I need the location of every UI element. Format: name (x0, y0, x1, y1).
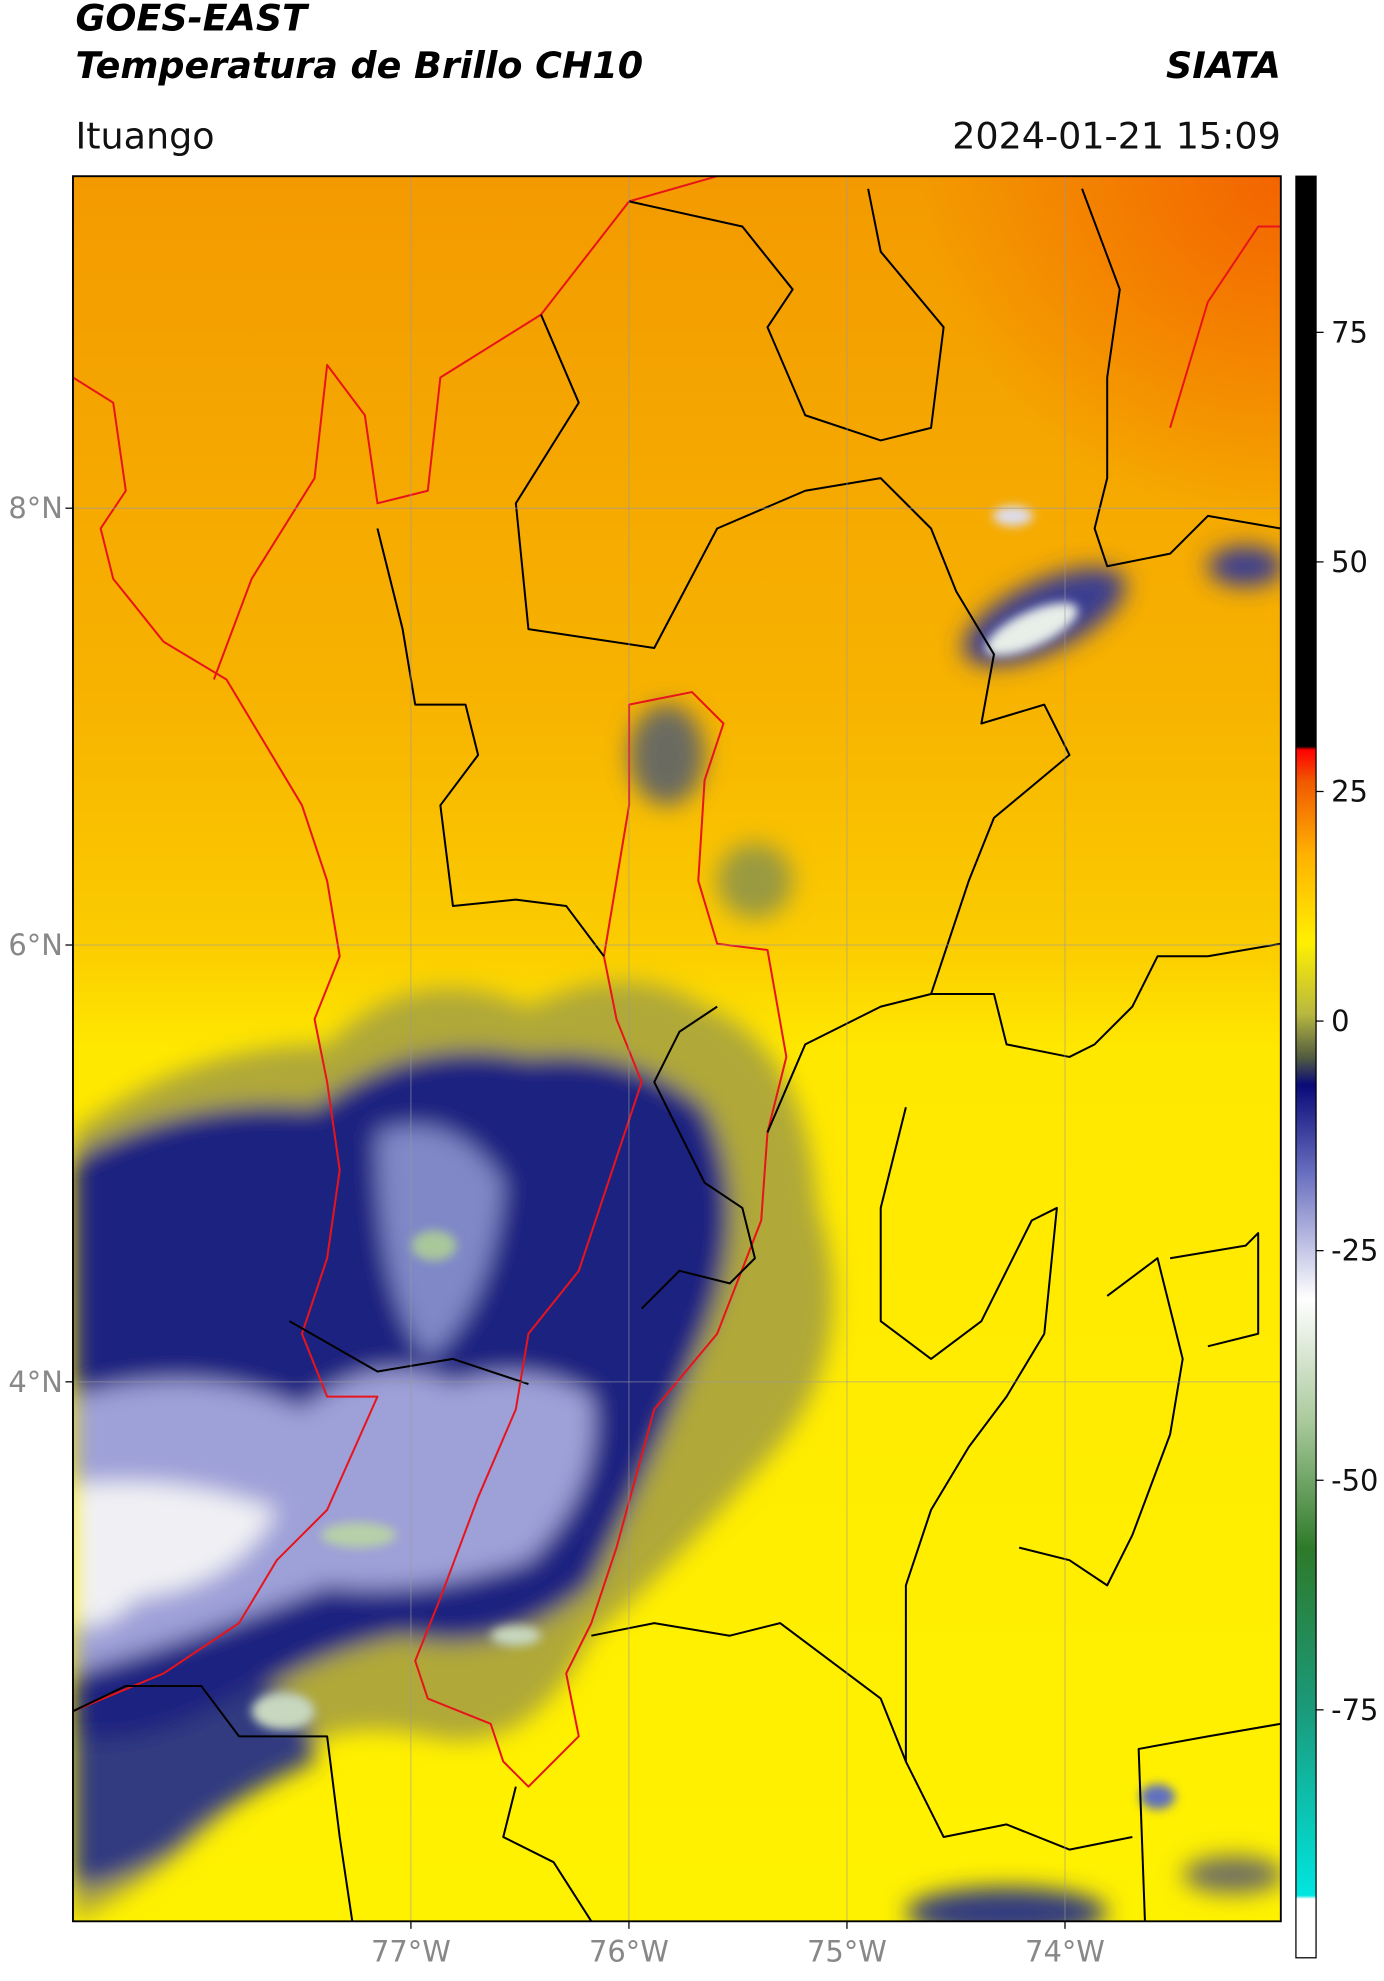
location: Ituango (75, 115, 214, 158)
colorbar-tick-label: -75 (1331, 1693, 1378, 1727)
colorbar (1295, 175, 1317, 1959)
map-frame (72, 175, 1282, 1923)
subtitle: Temperatura de Brillo CH10 (75, 44, 643, 87)
x-tick-label: 76°W (589, 1935, 669, 1969)
satellite-image (72, 176, 1281, 1922)
colorbar-tick-label: 0 (1331, 1004, 1349, 1038)
y-tick-label: 6°N (8, 928, 63, 962)
y-tick-label: 4°N (8, 1365, 63, 1399)
x-tick-label: 77°W (371, 1935, 451, 1969)
colorbar-tick-label: -50 (1331, 1463, 1378, 1497)
map-grid (72, 176, 1281, 1922)
x-tick-label: 74°W (1025, 1935, 1105, 1969)
datetime: 2024-01-21 15:09 (952, 115, 1281, 158)
colorbar-tick-label: 25 (1331, 775, 1368, 809)
colorbar-tick-label: -25 (1331, 1234, 1378, 1268)
colorbar-tick-label: 50 (1331, 545, 1368, 579)
title: GOES-EAST (75, 0, 310, 39)
x-tick-label: 75°W (807, 1935, 887, 1969)
y-tick-label: 8°N (8, 491, 63, 525)
organization: SIATA (1166, 44, 1281, 87)
colorbar-tick-label: 75 (1331, 315, 1368, 349)
